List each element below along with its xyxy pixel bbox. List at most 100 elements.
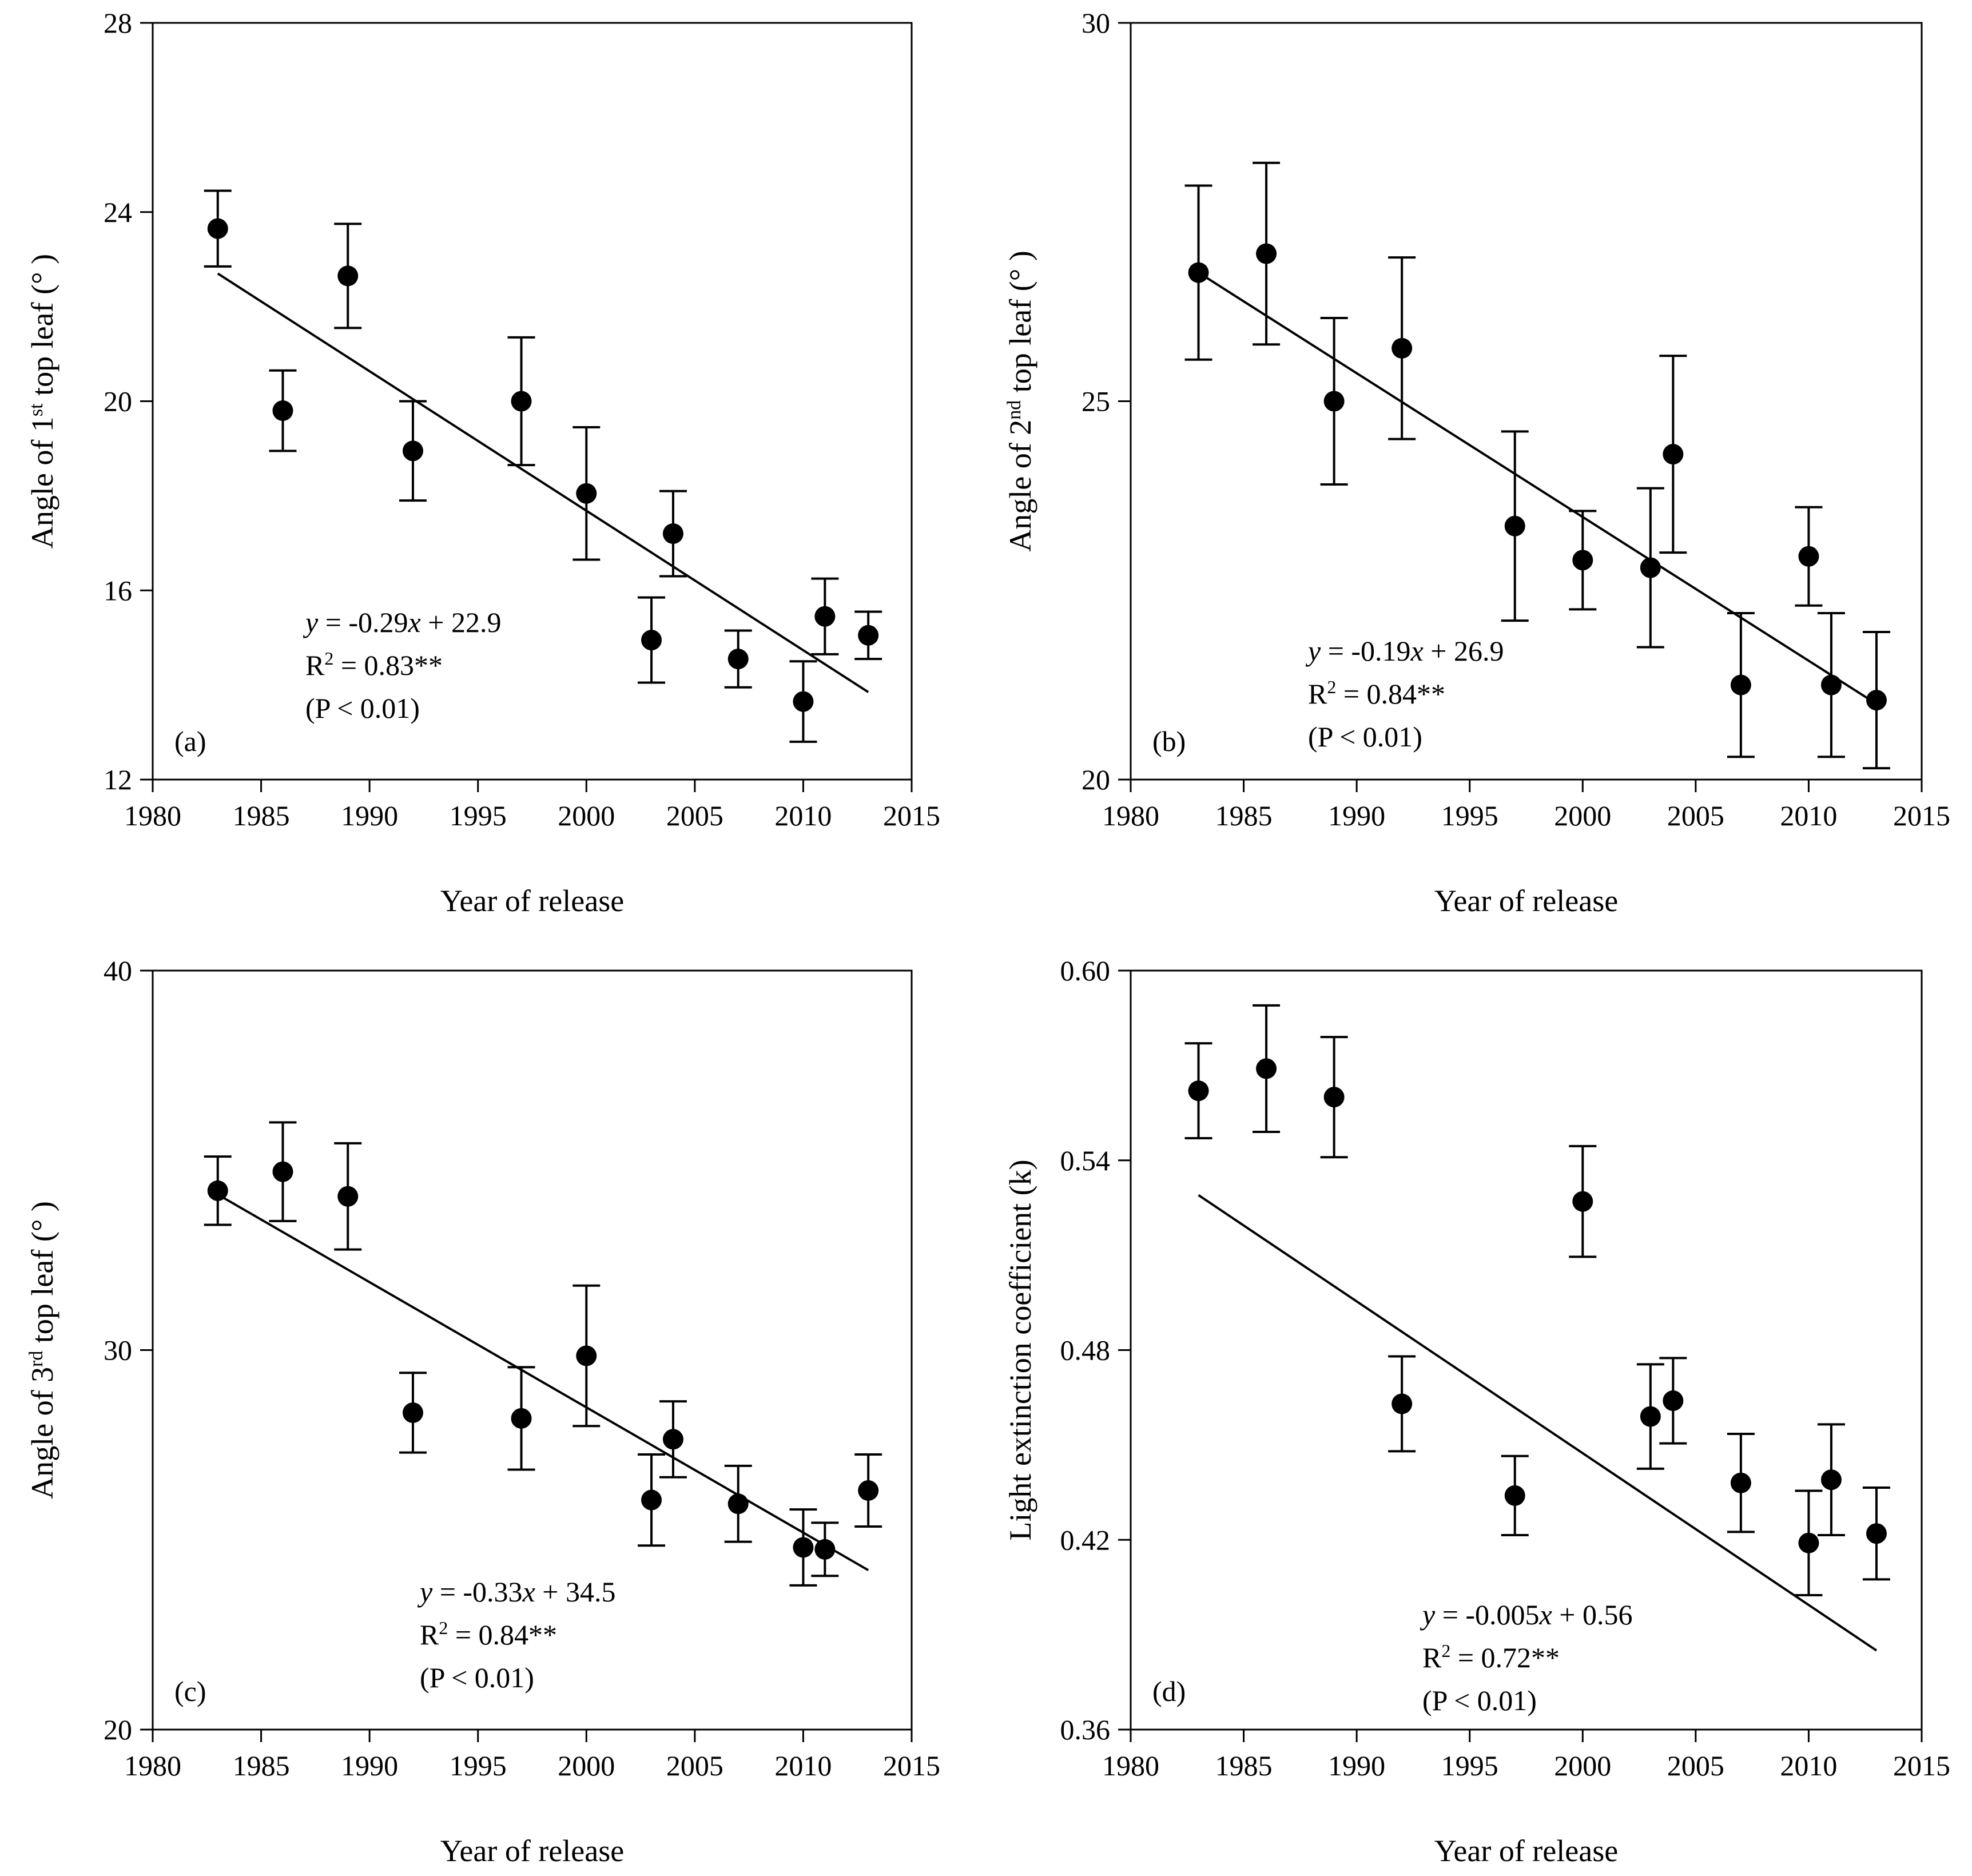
x-tick-label: 2010 xyxy=(1780,1750,1837,1782)
regression-line xyxy=(1198,1194,1878,1652)
x-tick-label: 2000 xyxy=(558,1750,615,1782)
y-tick-label: 0.54 xyxy=(1060,1144,1111,1177)
data-point xyxy=(1640,557,1661,578)
y-axis-title-main: Light extinction coefficient (k) xyxy=(1003,1159,1037,1540)
regression-equation: y = -0.29x + 22.9 xyxy=(303,606,501,638)
data-point xyxy=(662,1429,683,1450)
equation-x: x xyxy=(1539,1599,1552,1631)
x-tick-label: 1985 xyxy=(1215,1750,1273,1782)
y-tick-label: 16 xyxy=(104,574,132,606)
y-axis-title: Angle of 2nd top leaf (° ) xyxy=(1003,251,1037,551)
data-point xyxy=(1504,515,1525,536)
data-point xyxy=(814,606,836,627)
p-value: (P < 0.01) xyxy=(420,1662,534,1694)
regression-line xyxy=(217,1193,869,1572)
data-point xyxy=(1572,1191,1593,1212)
r-squared-value: = 0.84** xyxy=(1336,678,1445,710)
y-axis-title: Light extinction coefficient (k) xyxy=(1003,1159,1037,1540)
data-point xyxy=(207,1180,228,1201)
panel-label: (b) xyxy=(1152,725,1186,757)
x-tick-label: 1980 xyxy=(124,800,181,832)
equation-intercept: + 0.56 xyxy=(1552,1599,1633,1631)
data-point xyxy=(641,1489,662,1511)
panel-a: 1980 1985 1990 1995 2000 2005 2010 2015 12 16 20 24… xyxy=(25,7,940,918)
equation-x: x xyxy=(408,606,421,638)
equation-y: y xyxy=(417,1576,433,1608)
y-axis-title-suffix: top leaf (° ) xyxy=(1003,251,1037,400)
equation-intercept: + 26.9 xyxy=(1424,635,1504,667)
equation-coef: = -0.29 xyxy=(318,606,408,638)
equation-x: x xyxy=(1410,635,1424,667)
equation-y: y xyxy=(303,606,319,638)
r-squared-r: R xyxy=(1308,678,1327,710)
y-tick-label: 0.42 xyxy=(1060,1524,1111,1556)
x-tick-label: 2010 xyxy=(774,800,832,832)
x-tick-label: 1980 xyxy=(1102,1750,1159,1782)
data-point xyxy=(1323,391,1345,412)
y-tick-label: 0.36 xyxy=(1060,1714,1111,1746)
data-point xyxy=(1730,1472,1751,1493)
data-point xyxy=(207,218,228,239)
r-squared: R2 = 0.84** xyxy=(420,1617,557,1651)
r-squared: R2 = 0.83** xyxy=(305,648,443,681)
data-point xyxy=(858,625,879,646)
data-point xyxy=(511,391,532,412)
y-axis-title-main: Angle of 3 xyxy=(25,1367,59,1499)
plot-frame xyxy=(1130,22,1923,781)
data-point xyxy=(1188,1080,1209,1102)
p-value: (P < 0.01) xyxy=(1308,721,1422,753)
p-value: (P < 0.01) xyxy=(305,692,420,724)
data-point xyxy=(1188,262,1209,283)
plot-frame xyxy=(152,969,913,1731)
data-point xyxy=(511,1408,532,1429)
panel-c: 1980 1985 1990 1995 2000 2005 2010 2015 20 30 40 Ye… xyxy=(25,955,940,1868)
y-tick-label: 20 xyxy=(1082,764,1110,796)
y-tick-label: 30 xyxy=(1082,7,1110,39)
y-tick-label: 25 xyxy=(1082,385,1110,418)
data-point xyxy=(1572,550,1593,571)
data-point xyxy=(1256,1058,1277,1079)
equation-intercept: + 22.9 xyxy=(421,606,502,638)
data-point xyxy=(1820,674,1842,695)
r-squared-value: = 0.72** xyxy=(1450,1641,1560,1674)
data-point xyxy=(337,265,359,287)
y-tick-label: 20 xyxy=(104,1714,132,1746)
data-point xyxy=(814,1539,836,1560)
x-tick-label: 1995 xyxy=(450,1750,507,1782)
x-tick-label: 1990 xyxy=(341,1750,398,1782)
data-point xyxy=(793,691,814,712)
y-axis-title-superscript: rd xyxy=(26,1351,47,1367)
x-tick-label: 1980 xyxy=(124,1750,181,1782)
data-point xyxy=(727,1493,749,1515)
y-axis-title-suffix: top leaf (° ) xyxy=(25,254,59,403)
regression-equation: y = -0.005x + 0.56 xyxy=(1420,1599,1632,1631)
data-point xyxy=(1504,1485,1525,1506)
y-axis-title-suffix: top leaf (° ) xyxy=(25,1201,59,1350)
x-tick-label: 1995 xyxy=(1441,1750,1498,1782)
data-point xyxy=(1663,444,1684,465)
data-point xyxy=(1391,1393,1413,1414)
equation-intercept: + 34.5 xyxy=(535,1576,616,1608)
x-tick-label: 2010 xyxy=(774,1750,832,1782)
equation-coef: = -0.19 xyxy=(1321,635,1410,667)
data-point xyxy=(272,400,293,422)
y-tick-label: 12 xyxy=(104,764,132,796)
equation-y: y xyxy=(1420,1599,1436,1631)
x-tick-label: 2000 xyxy=(1554,1750,1611,1782)
r-squared-superscript: 2 xyxy=(1327,677,1336,697)
data-point xyxy=(1391,337,1413,359)
r-squared-r: R xyxy=(305,649,325,681)
equation-y: y xyxy=(1305,635,1321,667)
r-squared-superscript: 2 xyxy=(1441,1640,1450,1661)
r-squared: R2 = 0.84** xyxy=(1308,677,1445,710)
data-point xyxy=(576,1345,597,1366)
regression-equation: y = -0.33x + 34.5 xyxy=(417,1576,615,1608)
x-tick-label: 1980 xyxy=(1102,800,1159,832)
data-point xyxy=(1323,1087,1345,1108)
x-tick-label: 1985 xyxy=(1215,800,1273,832)
r-squared-r: R xyxy=(1422,1641,1442,1674)
regression-line xyxy=(1198,271,1878,705)
y-tick-label: 20 xyxy=(104,385,132,418)
data-point xyxy=(662,523,683,544)
data-point xyxy=(1798,546,1819,567)
